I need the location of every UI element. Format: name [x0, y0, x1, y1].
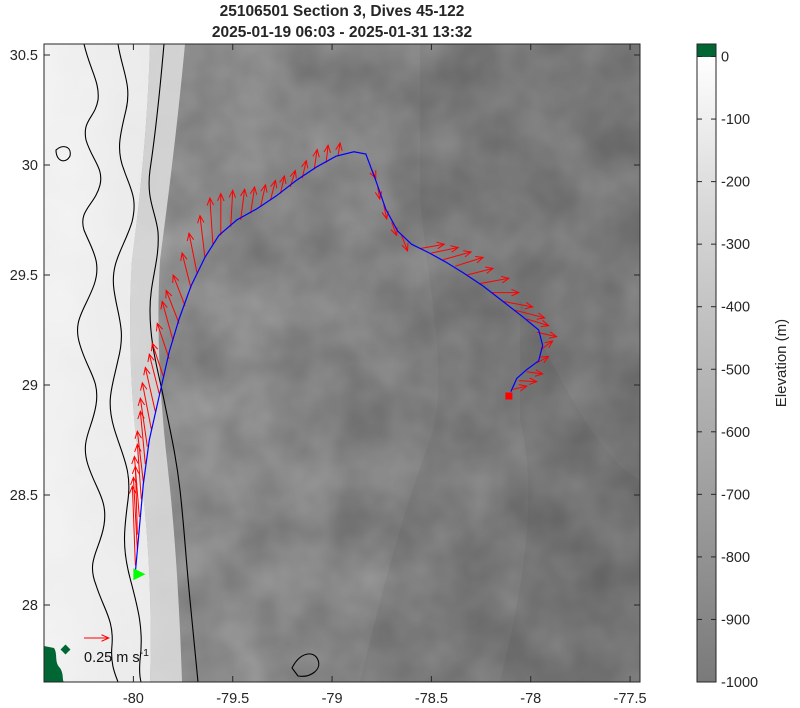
chart-title-line2: 2025-01-19 06:03 - 2025-01-31 13:32 — [212, 24, 472, 41]
colorbar-tick-label: -1000 — [721, 675, 758, 691]
colorbar-tick-label: -500 — [721, 362, 750, 378]
y-tick-label: 28.5 — [10, 488, 38, 504]
colorbar-tick-label: -200 — [721, 175, 750, 191]
contour-island-north — [55, 146, 71, 162]
current-arrow — [540, 340, 554, 351]
start-marker — [133, 568, 146, 581]
current-arrow — [279, 174, 287, 194]
scale-arrow — [84, 634, 111, 642]
current-arrow — [150, 342, 164, 377]
contour-line-inner — [76, 44, 119, 682]
bathymetry-contours — [55, 44, 320, 682]
current-vectors — [128, 141, 558, 566]
current-arrow — [431, 245, 460, 254]
bathymetry-background — [44, 44, 640, 682]
current-arrow — [147, 353, 160, 394]
current-arrow — [518, 377, 538, 385]
current-arrow — [491, 288, 521, 297]
colorbar-tick-label: -600 — [721, 425, 750, 441]
current-arrow — [155, 322, 170, 359]
current-arrow — [514, 309, 546, 320]
current-arrow — [526, 369, 544, 377]
current-arrow — [478, 275, 511, 285]
x-tick-label: -79.5 — [216, 691, 249, 707]
glider-track — [134, 151, 544, 573]
current-arrow — [140, 381, 152, 430]
current-arrow — [401, 235, 409, 252]
current-arrow — [143, 366, 156, 412]
current-arrow — [172, 273, 186, 306]
colorbar-tick-label: -100 — [721, 112, 750, 128]
scale-legend: 0.25 m s-1 — [84, 634, 149, 666]
current-arrow — [260, 183, 268, 207]
y-tick-label: 28 — [22, 598, 38, 614]
land-coast — [44, 646, 64, 682]
y-tick-label: 29.5 — [10, 268, 38, 284]
colorbar-tick-label: -400 — [721, 300, 750, 316]
contour-line-middle — [109, 44, 142, 682]
current-arrow — [197, 214, 206, 258]
x-tick-label: -80 — [123, 691, 144, 707]
current-arrow — [335, 141, 343, 157]
colorbar-ticks: 0 -100 -200 -300 -400 -500 -600 -700 -800 -900 -10… — [697, 50, 758, 691]
current-arrow — [526, 318, 550, 328]
current-arrow — [312, 148, 320, 170]
track-markers — [133, 392, 513, 581]
colorbar-tick-label: -700 — [721, 487, 750, 503]
colorbar-tick-label: -800 — [721, 550, 750, 566]
colorbar-tick-label: -300 — [721, 237, 750, 253]
x-tick-label: -78.5 — [415, 691, 448, 707]
colorbar-tick-label: 0 — [721, 50, 729, 66]
current-arrow — [128, 484, 137, 566]
x-tick-label: -78 — [520, 691, 541, 707]
current-arrow — [165, 289, 180, 324]
chart-title-line1: 25106501 Section 3, Dives 45-122 — [220, 3, 465, 20]
current-arrow — [186, 231, 198, 273]
current-arrow — [512, 384, 528, 392]
current-arrow — [536, 355, 550, 364]
current-arrow — [443, 250, 473, 261]
current-arrow — [134, 429, 144, 482]
x-tick-label: -77.5 — [614, 691, 647, 707]
current-arrow — [206, 196, 215, 245]
current-arrow — [228, 189, 237, 227]
current-arrow — [160, 300, 174, 342]
current-arrow — [137, 396, 148, 447]
current-arrow — [240, 187, 248, 221]
current-arrow — [249, 185, 258, 214]
contour-line-outer — [148, 44, 199, 682]
end-marker — [505, 392, 513, 400]
contour-island-south — [291, 653, 320, 677]
current-arrow — [455, 255, 485, 267]
y-tick-label: 29 — [22, 378, 38, 394]
track-line — [134, 151, 544, 573]
current-arrow — [269, 179, 278, 201]
x-tick-label: -79 — [322, 691, 343, 707]
current-arrow — [502, 300, 534, 310]
y-tick-label: 30.5 — [10, 48, 38, 64]
current-arrow — [180, 251, 192, 289]
land-islet — [60, 644, 71, 655]
colorbar-label: Elevation (m) — [773, 319, 790, 407]
axis-ticks: -80 -79.5 -79 -78.5 -78 -77.5 28 28.5 29 29.5 30 30… — [10, 44, 647, 707]
current-arrow — [131, 455, 140, 518]
colorbar: 0 -100 -200 -300 -400 -500 -600 -700 -800 -900 -10… — [696, 43, 790, 691]
land-patches — [44, 644, 71, 682]
colorbar-gradient — [696, 43, 717, 683]
scale-label: 0.25 m s-1 — [84, 647, 149, 666]
y-tick-label: 30 — [22, 158, 38, 174]
current-arrow — [323, 143, 331, 163]
current-arrow — [301, 159, 309, 179]
current-arrow — [467, 266, 495, 276]
axes-frame — [43, 43, 641, 683]
scale-arrow-glyph — [84, 634, 111, 642]
colorbar-tick-label: -900 — [721, 612, 750, 628]
scale-label-exponent: -1 — [140, 647, 149, 659]
current-arrow — [419, 241, 446, 250]
current-arrow — [217, 192, 225, 236]
